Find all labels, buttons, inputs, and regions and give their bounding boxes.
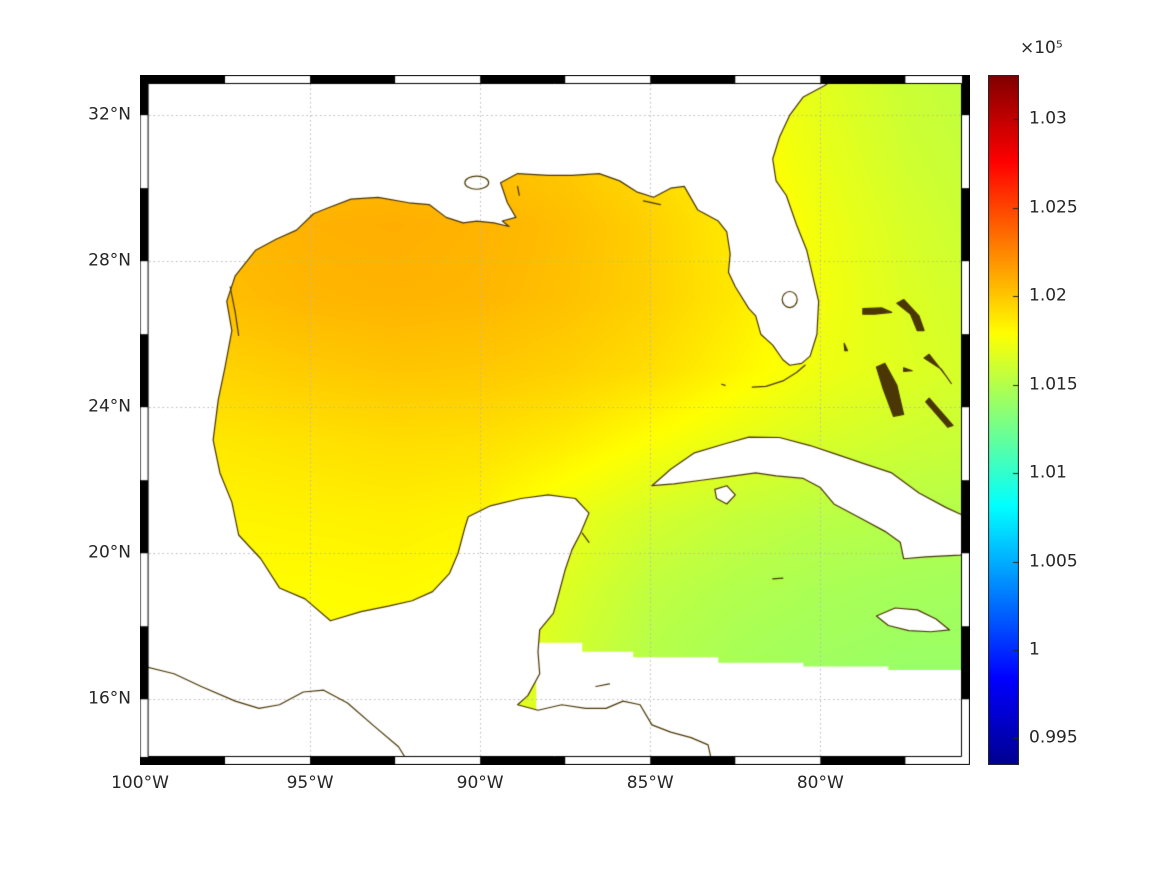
x-axis-tick-label: 85°W [626,773,674,793]
colorbar-multiplier-label: ×10⁵ [1020,38,1063,58]
y-axis-tick-label: 28°N [88,250,131,271]
colorbar-tick-label: 1.02 [1029,285,1067,306]
y-axis-tick-label: 24°N [88,396,131,417]
colorbar-tick-label: 1.03 [1029,108,1067,129]
colorbar-tick-label: 0.995 [1029,727,1078,748]
colorbar-tick-label: 1.005 [1029,551,1078,572]
colorbar-tick-label: 1.01 [1029,462,1067,483]
y-axis-tick-label: 32°N [88,104,131,125]
colorbar [988,75,1019,765]
x-axis-tick-label: 100°W [111,773,169,793]
colorbar-tick-label: 1 [1029,639,1040,660]
y-axis-tick-label: 16°N [88,688,131,709]
y-axis-tick-label: 20°N [88,542,131,563]
colorbar-tick-label: 1.025 [1029,197,1078,218]
x-axis-tick-label: 80°W [796,773,844,793]
x-axis-tick-label: 95°W [286,773,334,793]
x-axis-tick-label: 90°W [456,773,504,793]
colorbar-tick-label: 1.015 [1029,374,1078,395]
map-plot [140,75,970,765]
